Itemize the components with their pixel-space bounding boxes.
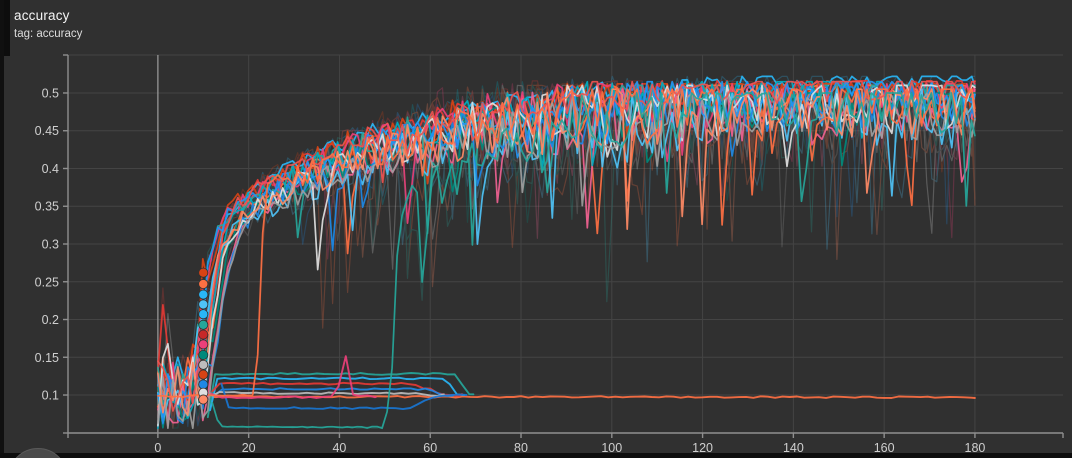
x-tick-label: 0	[154, 441, 161, 455]
run-cyan-flat	[209, 376, 466, 412]
marker-dot	[198, 349, 209, 360]
x-tick-label: 20	[242, 441, 256, 455]
window-edge-bottom	[0, 453, 1072, 458]
y-tick-label: 0.1	[42, 389, 59, 403]
y-tick-label: 0.4	[42, 162, 59, 176]
marker-dot	[198, 289, 209, 300]
run-blue-flat	[213, 387, 454, 397]
run-gray	[157, 92, 976, 430]
marker-dot	[198, 359, 209, 370]
run-orange-late	[157, 88, 976, 399]
marker-dot	[198, 329, 209, 340]
run-red2	[157, 80, 976, 412]
y-tick-label: 0.35	[35, 200, 59, 214]
chart-tag-subtitle: tag: accuracy	[14, 27, 83, 40]
x-tick-label: 160	[874, 441, 895, 455]
hover-marker-dots	[198, 267, 209, 405]
smoothed-run-lines	[157, 75, 976, 430]
y-tick-label: 0.15	[35, 351, 59, 365]
marker-dot	[198, 309, 209, 320]
marker-dot	[198, 379, 209, 390]
y-tick-label: 0.5	[42, 86, 59, 100]
chart-title: accuracy	[14, 8, 70, 23]
window-edge-corner	[0, 0, 10, 56]
marker-dot	[198, 339, 209, 350]
x-tick-label: 80	[514, 441, 528, 455]
x-tick-label: 100	[601, 441, 622, 455]
window-edge-left	[0, 0, 4, 458]
y-tick-label: 0.3	[42, 238, 59, 252]
x-tick-label: 60	[423, 441, 437, 455]
marker-dot	[198, 319, 209, 330]
y-tick-label: 0.45	[35, 124, 59, 138]
run-pink-flat	[206, 355, 377, 399]
run-teal-late	[211, 92, 976, 430]
flat-run-lines	[156, 355, 976, 419]
y-tick-label: 0.2	[42, 313, 59, 327]
marker-dot	[198, 369, 209, 380]
marker-dot	[198, 267, 209, 278]
y-tick-label: 0.25	[35, 275, 59, 289]
run-blue-low-flat	[220, 382, 468, 411]
run-gray-flat	[211, 391, 445, 397]
chart-header: accuracy tag: accuracy	[14, 8, 82, 41]
x-tick-label: 140	[783, 441, 804, 455]
x-tick-label: 40	[332, 441, 346, 455]
x-tick-label: 120	[692, 441, 713, 455]
axes: 0.1 0.15 0.2 0.25 0.3 0.35 0.4 0.45 0.5 0 20 40 60 80…	[35, 54, 1064, 455]
x-tick-label: 180	[965, 441, 986, 455]
marker-dot	[198, 394, 209, 405]
marker-dot	[198, 279, 209, 290]
marker-dot	[198, 299, 209, 310]
